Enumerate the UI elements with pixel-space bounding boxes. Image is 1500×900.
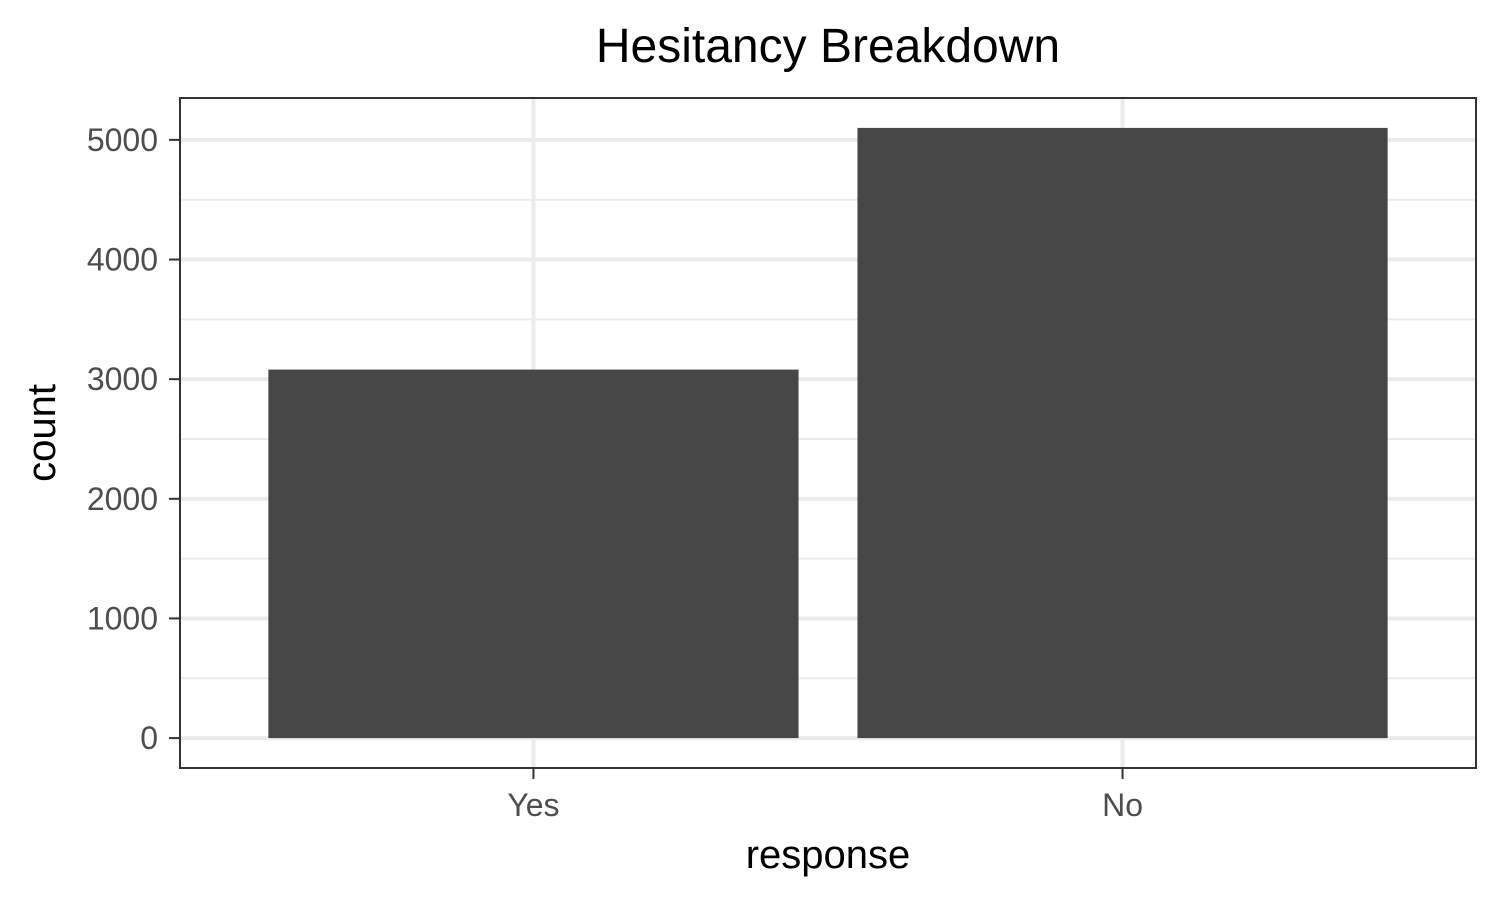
y-tick-label: 5000 — [87, 122, 158, 158]
y-tick-label: 0 — [140, 720, 158, 756]
y-tick-label: 4000 — [87, 242, 158, 278]
bars-group — [268, 127, 1388, 739]
y-tick-label: 1000 — [87, 600, 158, 636]
bar-yes — [268, 369, 799, 739]
x-tick-label: Yes — [507, 787, 559, 823]
chart-title: Hesitancy Breakdown — [596, 20, 1060, 73]
x-tick-label: No — [1102, 787, 1143, 823]
y-axis-title: count — [20, 384, 64, 482]
y-tick-label: 3000 — [87, 361, 158, 397]
panel-border — [179, 97, 1477, 769]
y-tick-label: 2000 — [87, 481, 158, 517]
x-axis: Yes No — [507, 768, 1143, 823]
bar-no — [857, 127, 1388, 739]
y-axis: 0 1000 2000 3000 4000 5000 — [87, 122, 180, 756]
x-axis-title: response — [746, 833, 911, 877]
